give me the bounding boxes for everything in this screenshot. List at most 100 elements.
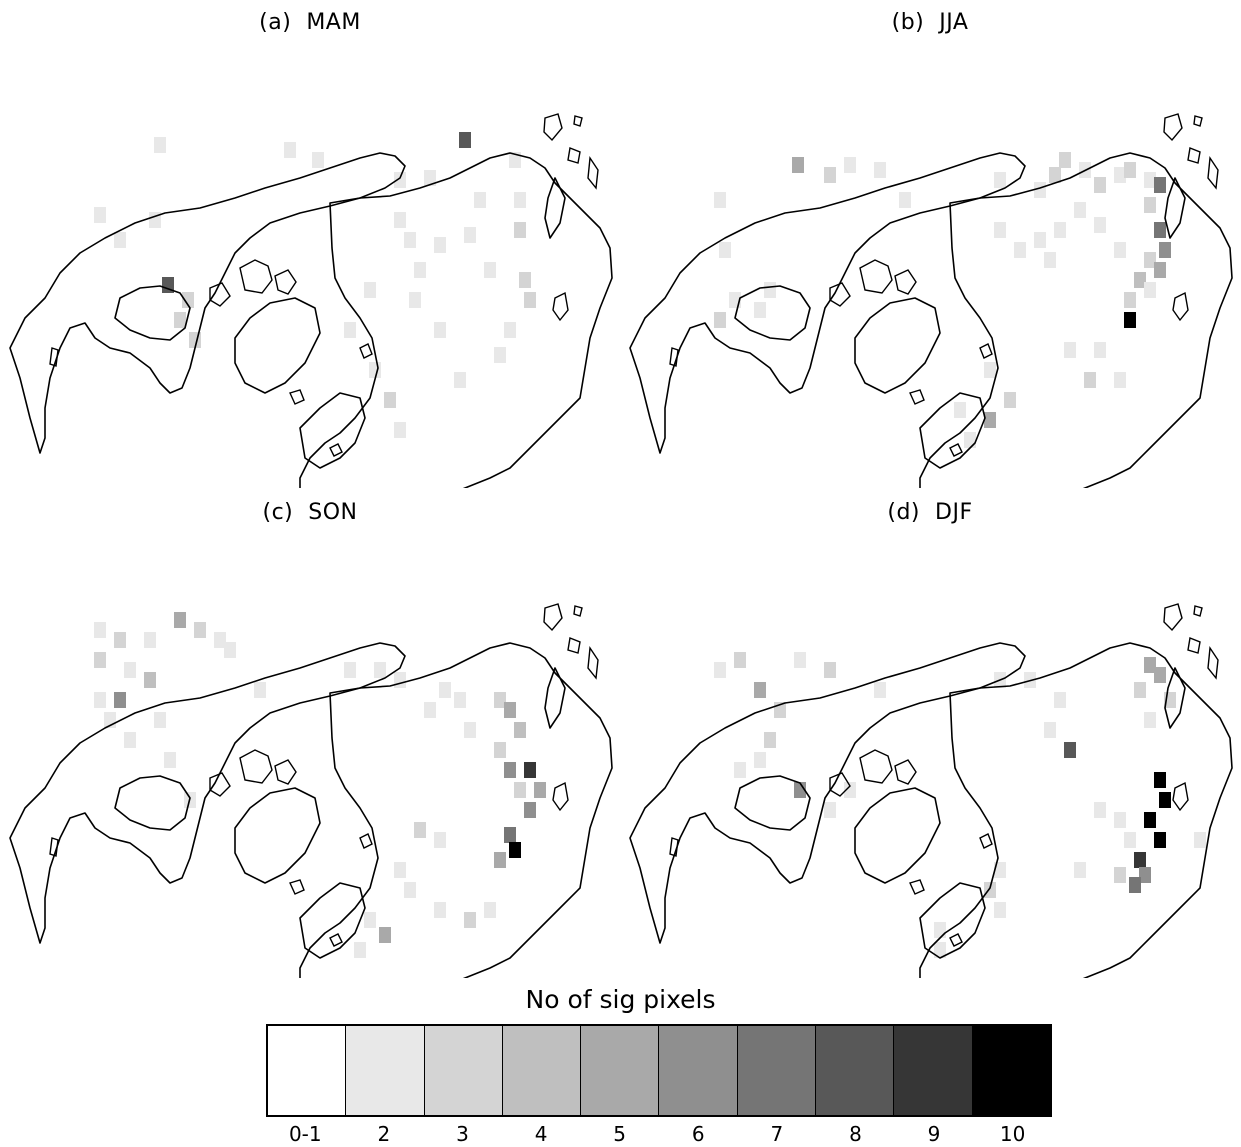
significance-cell xyxy=(1064,742,1076,758)
significance-cell xyxy=(1114,867,1126,883)
legend-label: 2 xyxy=(377,1122,391,1146)
coastline xyxy=(299,392,366,469)
significance-cell xyxy=(1044,722,1056,738)
significance-cell xyxy=(734,762,746,778)
island-outline xyxy=(1193,605,1203,617)
map xyxy=(629,113,1233,488)
significance-cell xyxy=(1094,217,1106,233)
island-outline xyxy=(543,603,563,632)
significance-cell xyxy=(1074,202,1086,218)
significance-cell xyxy=(514,192,526,208)
significance-cell xyxy=(439,682,451,698)
coastline xyxy=(629,152,1026,454)
island-outline xyxy=(274,759,297,785)
significance-cell xyxy=(364,912,376,928)
coastline xyxy=(734,775,811,831)
significance-cell xyxy=(369,362,381,378)
significance-cell xyxy=(824,802,836,818)
significance-cell xyxy=(1114,242,1126,258)
coastlines xyxy=(629,113,1233,488)
island-outline xyxy=(949,443,963,457)
significance-cell xyxy=(1129,877,1141,893)
significance-cell xyxy=(714,312,726,328)
significance-cell xyxy=(1014,242,1026,258)
significance-cell xyxy=(434,237,446,253)
significance-cell xyxy=(1124,162,1136,178)
significance-cell xyxy=(474,192,486,208)
significance-cell xyxy=(1034,232,1046,248)
coastline xyxy=(919,152,1233,488)
significance-cell xyxy=(1144,197,1156,213)
significance-cell xyxy=(424,170,436,186)
panel-title: (d) DJF xyxy=(887,500,973,525)
panel-c-son: (c) SON xyxy=(0,490,620,980)
island-outline xyxy=(1163,113,1183,142)
legend-swatch xyxy=(737,1026,817,1115)
significance-cell xyxy=(874,162,886,178)
significance-cell xyxy=(254,682,266,698)
significance-cell xyxy=(1159,242,1171,258)
island-outline xyxy=(209,772,231,797)
significance-cell xyxy=(174,612,186,628)
island-outline xyxy=(239,259,273,294)
significance-cell xyxy=(114,632,126,648)
coastline xyxy=(234,787,321,884)
significance-cell xyxy=(1194,832,1206,848)
island-outline xyxy=(909,879,925,895)
significance-cell xyxy=(394,862,406,878)
significance-cell xyxy=(1154,177,1166,193)
coastline xyxy=(629,642,1026,944)
significance-cell xyxy=(1004,392,1016,408)
significance-cell xyxy=(94,692,106,708)
significance-cell xyxy=(754,752,766,768)
significance-cell xyxy=(984,362,996,378)
map xyxy=(9,113,613,488)
island-outline xyxy=(1207,645,1219,680)
legend-swatch xyxy=(816,1026,895,1115)
panel-title: (c) SON xyxy=(262,500,358,525)
significance-cell xyxy=(114,232,126,248)
significance-cell xyxy=(394,172,406,188)
significance-cell xyxy=(509,842,521,858)
coastline xyxy=(854,297,941,394)
significance-cell xyxy=(719,242,731,258)
island-outline xyxy=(239,749,273,784)
significance-cells xyxy=(94,132,536,438)
significance-cell xyxy=(524,802,536,818)
legend-label: 7 xyxy=(770,1122,784,1146)
panel-title: (b) JJA xyxy=(891,10,969,35)
coastline xyxy=(919,882,986,959)
significance-cell xyxy=(1114,372,1126,388)
island-outline xyxy=(1187,637,1201,654)
panel-title: (a) MAM xyxy=(259,10,361,35)
coastline xyxy=(1164,667,1186,729)
island-outline xyxy=(894,269,917,295)
significance-cell xyxy=(494,852,506,868)
island-outline xyxy=(543,113,563,142)
island-outline xyxy=(573,115,583,127)
significance-cell xyxy=(509,152,521,168)
coastlines xyxy=(629,603,1233,978)
significance-cell xyxy=(514,782,526,798)
island-outline xyxy=(909,389,925,405)
significance-cell xyxy=(404,882,416,898)
significance-cell xyxy=(364,282,376,298)
significance-cell xyxy=(792,157,804,173)
significance-cell xyxy=(494,347,506,363)
significance-cell xyxy=(1094,802,1106,818)
significance-cell xyxy=(182,292,194,308)
coastline xyxy=(919,642,1233,978)
coastline xyxy=(114,775,191,831)
island-outline xyxy=(329,933,343,947)
island-outline xyxy=(289,389,305,405)
significance-cell xyxy=(1054,222,1066,238)
significance-cell xyxy=(934,942,946,958)
legend-label: 5 xyxy=(613,1122,627,1146)
legend-label: 4 xyxy=(534,1122,548,1146)
island-outline xyxy=(587,645,599,680)
significance-cell xyxy=(754,682,766,698)
significance-cell xyxy=(424,702,436,718)
coastline xyxy=(544,667,566,729)
significance-cell xyxy=(764,732,776,748)
significance-cell xyxy=(94,652,106,668)
